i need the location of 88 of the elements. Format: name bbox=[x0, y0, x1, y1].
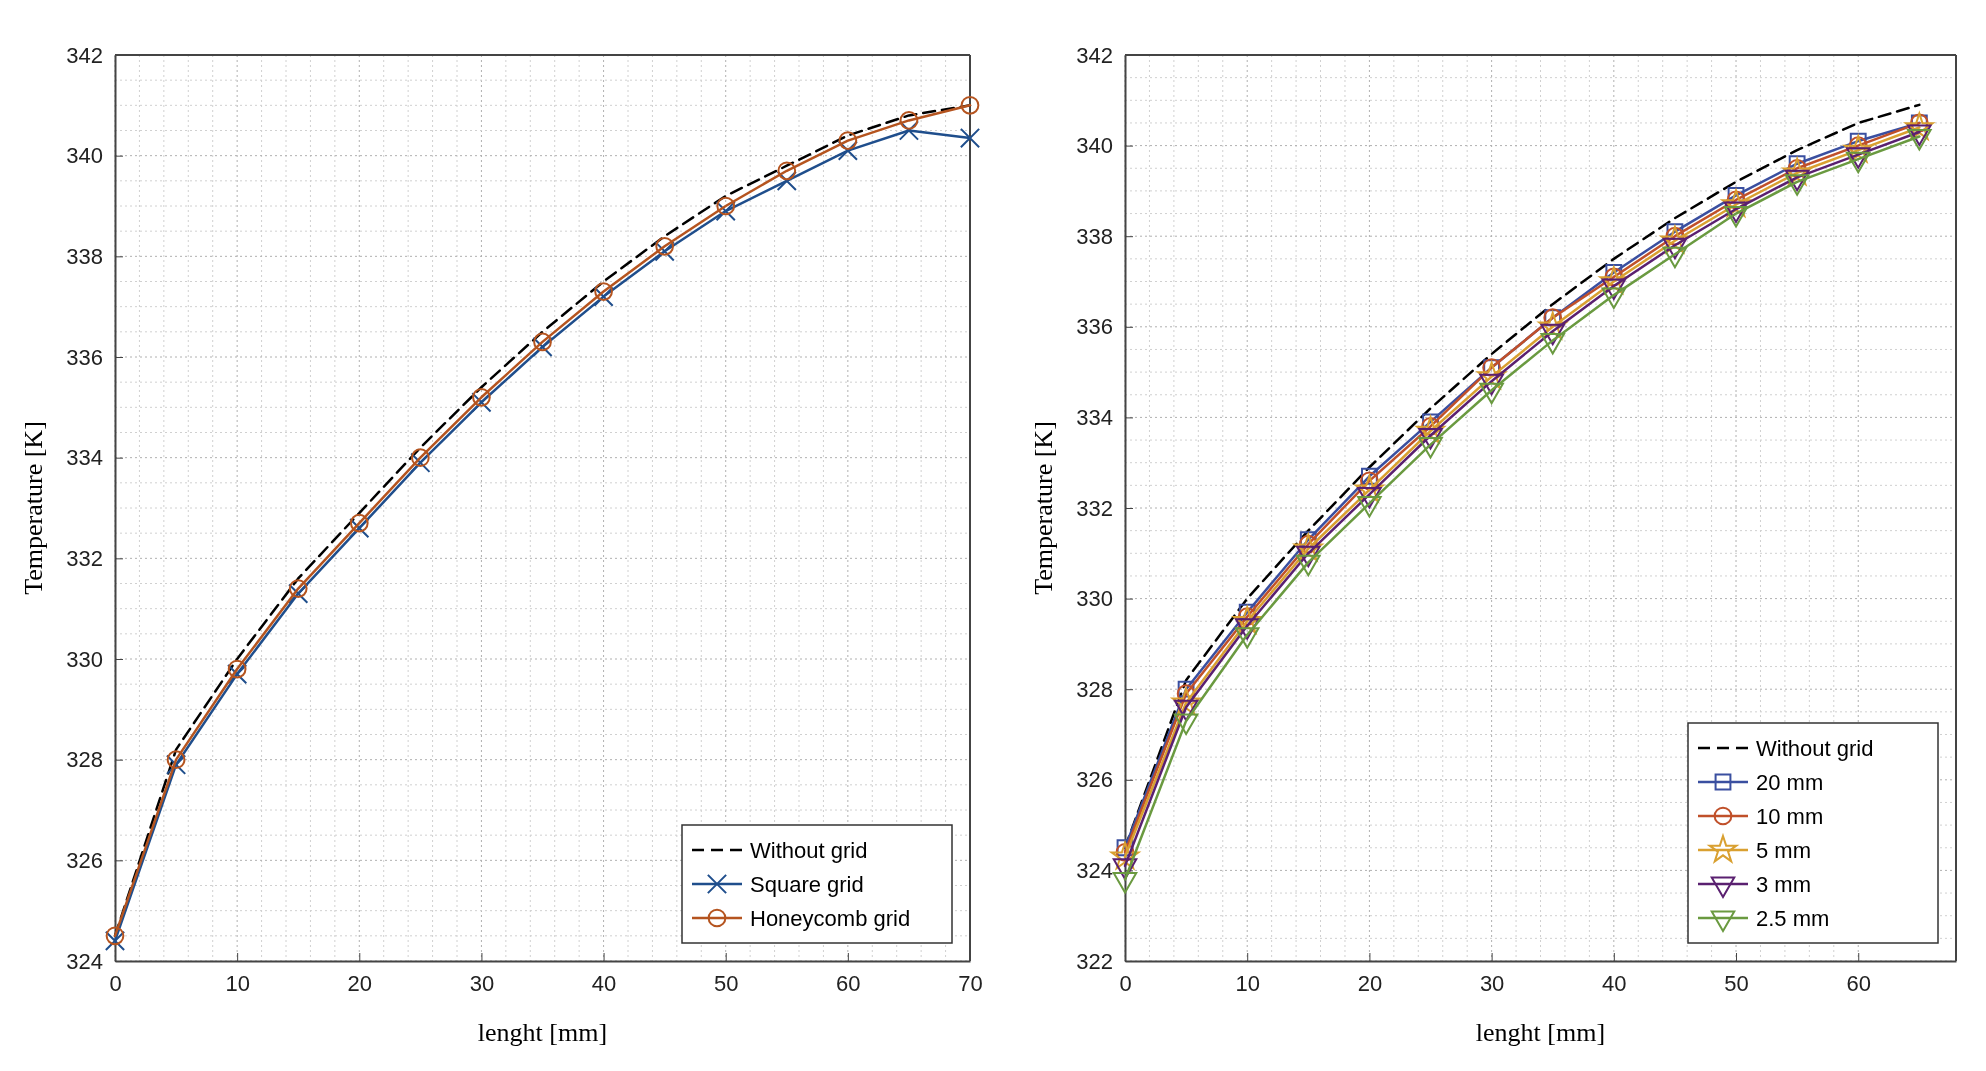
point bbox=[1719, 187, 1752, 219]
point bbox=[349, 513, 369, 533]
x-tick-label: 10 bbox=[1235, 970, 1260, 996]
legend-label: Square grid bbox=[750, 871, 864, 897]
y-tick-label: 332 bbox=[66, 545, 103, 571]
legend-label: 2.5 mm bbox=[1756, 905, 1830, 931]
point bbox=[776, 170, 797, 191]
point bbox=[655, 236, 675, 256]
point bbox=[105, 926, 125, 946]
x-tick-label: 50 bbox=[713, 970, 739, 996]
y-tick-label: 334 bbox=[66, 445, 103, 471]
y-tick-label: 338 bbox=[1076, 223, 1113, 249]
x-tick-label: 30 bbox=[469, 970, 495, 996]
x-tick-label: 40 bbox=[1602, 970, 1627, 996]
y-tick-label: 332 bbox=[1076, 495, 1113, 521]
legend-label: 20 mm bbox=[1756, 769, 1824, 795]
point bbox=[594, 282, 613, 301]
y-tick-label: 334 bbox=[1076, 404, 1113, 430]
point bbox=[1232, 606, 1262, 634]
point bbox=[716, 196, 736, 216]
y-tick-label: 328 bbox=[66, 747, 103, 773]
x-tick-label: 20 bbox=[1357, 970, 1383, 996]
point bbox=[166, 750, 186, 770]
legend-label: 10 mm bbox=[1756, 803, 1824, 829]
point bbox=[838, 131, 858, 150]
point bbox=[1361, 467, 1378, 485]
point bbox=[533, 332, 552, 352]
point bbox=[1170, 685, 1202, 716]
y-tick-label: 340 bbox=[66, 143, 103, 169]
y-tick-label: 330 bbox=[66, 646, 103, 672]
legend-label: Without grid bbox=[750, 837, 868, 863]
point bbox=[227, 659, 247, 679]
point bbox=[654, 241, 675, 262]
point bbox=[471, 392, 492, 413]
point bbox=[899, 111, 919, 130]
legend-label: Honeycomb grid bbox=[750, 905, 911, 931]
y-tick-label: 328 bbox=[1076, 676, 1113, 702]
x-tick-label: 40 bbox=[591, 970, 617, 996]
legend-label: 3 mm bbox=[1756, 871, 1811, 897]
point bbox=[715, 200, 736, 222]
y-tick-label: 324 bbox=[66, 948, 103, 974]
point bbox=[1781, 155, 1813, 187]
y-axis-title: Temperature [K] bbox=[1029, 421, 1058, 595]
y-tick-label: 342 bbox=[66, 42, 103, 68]
y-tick-label: 336 bbox=[1076, 314, 1113, 340]
x-tick-label: 50 bbox=[1724, 970, 1749, 996]
y-tick-label: 326 bbox=[1076, 767, 1113, 793]
point bbox=[1536, 309, 1569, 341]
x-tick-label: 10 bbox=[225, 970, 250, 996]
point bbox=[959, 127, 981, 149]
point bbox=[960, 95, 980, 115]
x-tick-label: 70 bbox=[958, 970, 983, 996]
y-tick-label: 326 bbox=[66, 847, 103, 873]
x-tick-label: 0 bbox=[1119, 970, 1132, 996]
x-tick-label: 20 bbox=[347, 970, 373, 996]
x-tick-label: 60 bbox=[836, 970, 861, 996]
y-tick-label: 322 bbox=[1076, 948, 1113, 974]
y-tick-label: 324 bbox=[1076, 857, 1113, 883]
point bbox=[104, 930, 126, 952]
y-tick-label: 336 bbox=[66, 344, 103, 370]
point bbox=[777, 161, 797, 181]
point bbox=[288, 579, 308, 598]
x-tick-label: 60 bbox=[1846, 970, 1871, 996]
point bbox=[410, 452, 431, 473]
point bbox=[898, 120, 920, 141]
y-tick-label: 330 bbox=[1076, 586, 1113, 612]
point bbox=[593, 286, 614, 307]
y-tick-label: 342 bbox=[1076, 42, 1113, 68]
point bbox=[227, 663, 248, 685]
y-axis-title: Temperature [K] bbox=[19, 421, 48, 595]
point bbox=[1843, 135, 1873, 163]
point bbox=[410, 448, 430, 468]
point bbox=[1658, 223, 1690, 255]
x-axis-title: lenght [mm] bbox=[1475, 1018, 1606, 1047]
point bbox=[472, 387, 491, 407]
legend-label: 5 mm bbox=[1756, 837, 1811, 863]
x-tick-label: 30 bbox=[1479, 970, 1505, 996]
x-axis-title: lenght [mm] bbox=[477, 1018, 608, 1047]
point bbox=[288, 583, 309, 604]
y-tick-label: 340 bbox=[1076, 133, 1113, 159]
point bbox=[1177, 680, 1195, 698]
point bbox=[165, 754, 187, 775]
y-tick-label: 338 bbox=[66, 243, 103, 269]
point bbox=[1292, 531, 1325, 563]
x-tick-label: 0 bbox=[109, 970, 122, 996]
legend-label: Without grid bbox=[1756, 735, 1874, 761]
point bbox=[837, 140, 858, 161]
point bbox=[1475, 359, 1508, 391]
